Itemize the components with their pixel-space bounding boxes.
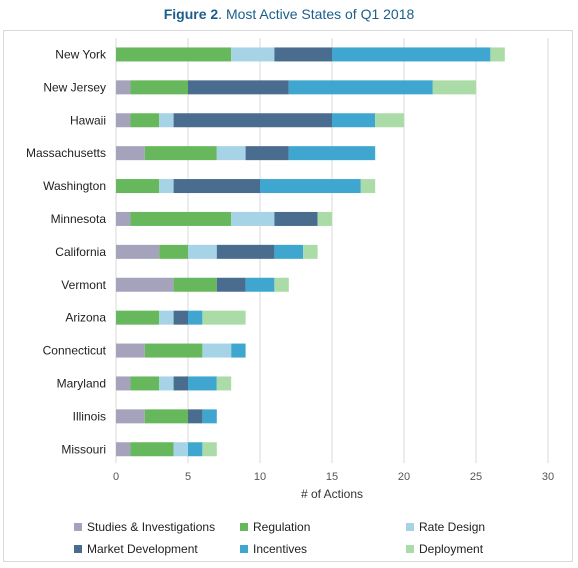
bar-segment: [116, 80, 131, 95]
figure-label: Figure 2: [163, 6, 219, 22]
bar-segment: [231, 343, 246, 358]
bar-segment: [274, 47, 332, 62]
bar-segment: [188, 310, 203, 325]
x-tick-label: 10: [254, 471, 266, 483]
bar-segment: [216, 146, 246, 161]
bar-segment: [116, 146, 145, 161]
bar-segment: [375, 113, 404, 128]
bar-segment: [116, 409, 145, 424]
bar-segment: [202, 409, 217, 424]
bar-segment: [173, 113, 332, 128]
bar-segment: [173, 277, 217, 292]
bar-segment: [173, 179, 260, 194]
x-tick-label: 15: [326, 471, 338, 483]
bar-segment: [116, 343, 145, 358]
bar-segment: [144, 409, 188, 424]
category-label: Massachusetts: [26, 146, 106, 160]
category-label: Connecticut: [43, 344, 107, 358]
category-label: California: [55, 245, 106, 259]
category-label: New York: [55, 47, 107, 61]
bar-segment: [116, 211, 131, 226]
x-tick-label: 20: [398, 471, 410, 483]
bar-segment: [274, 211, 318, 226]
bar-segment: [159, 376, 174, 391]
category-label: Minnesota: [51, 212, 107, 226]
bar-segment: [216, 376, 232, 391]
bar-segment: [116, 277, 174, 292]
bar-segment: [116, 179, 160, 194]
bar-segment: [188, 376, 217, 391]
bar-segment: [216, 244, 275, 259]
bar-segment: [245, 146, 289, 161]
title-text: . Most Active States of Q1 2018: [218, 6, 415, 22]
bar-segment: [188, 409, 203, 424]
category-label: Vermont: [61, 278, 106, 292]
bar-segment: [260, 179, 361, 194]
bar-segment: [130, 376, 160, 391]
x-tick-label: 5: [185, 471, 191, 483]
bar-segment: [130, 211, 232, 226]
bar-segment: [274, 244, 304, 259]
bar-segment: [173, 310, 188, 325]
bar-segment: [288, 146, 376, 161]
x-axis-label: # of Actions: [301, 487, 363, 501]
chart-title: Figure 2. Most Active States of Q1 2018: [0, 6, 578, 22]
bar-segment: [332, 113, 376, 128]
bar-segment: [274, 277, 289, 292]
x-tick-label: 25: [470, 471, 482, 483]
bar-segment: [159, 244, 188, 259]
bar-segment: [130, 80, 188, 95]
bar-segment: [159, 113, 174, 128]
bar-segment: [202, 343, 232, 358]
bar-segment: [202, 310, 246, 325]
chart-panel: [3, 30, 573, 562]
category-label: Missouri: [61, 442, 106, 456]
category-label: Illinois: [73, 409, 106, 423]
bar-segment: [144, 146, 217, 161]
bar-segment: [231, 47, 275, 62]
category-label: New Jersey: [43, 80, 106, 94]
bar-segment: [116, 244, 160, 259]
category-label: Maryland: [57, 376, 106, 390]
bar-segment: [188, 80, 289, 95]
bar-segment: [317, 211, 332, 226]
bar-segment: [116, 310, 160, 325]
bar-segment: [116, 376, 131, 391]
bar-segment: [144, 343, 203, 358]
bar-segment: [231, 211, 275, 226]
bar-segment: [173, 442, 188, 457]
bar-segment: [216, 277, 246, 292]
x-tick-label: 30: [542, 471, 554, 483]
bar-segment: [116, 442, 131, 457]
bar-segment: [159, 310, 174, 325]
category-label: Arizona: [65, 311, 106, 325]
bar-segment: [202, 442, 217, 457]
x-tick-label: 0: [113, 471, 119, 483]
category-label: Washington: [43, 179, 106, 193]
bar-segment: [159, 179, 174, 194]
bar-segment: [490, 47, 505, 62]
bar-segment: [188, 442, 203, 457]
bar-segment: [130, 113, 160, 128]
bar-segment: [303, 244, 318, 259]
bar-segment: [173, 376, 188, 391]
bar-segment: [245, 277, 275, 292]
bar-segment: [116, 113, 131, 128]
bar-segment: [288, 80, 433, 95]
bar-segment: [130, 442, 174, 457]
bar-segment: [116, 47, 232, 62]
bar-segment: [360, 179, 376, 194]
bar-segment: [332, 47, 491, 62]
bar-segment: [188, 244, 217, 259]
category-label: Hawaii: [70, 113, 106, 127]
bar-segment: [432, 80, 476, 95]
